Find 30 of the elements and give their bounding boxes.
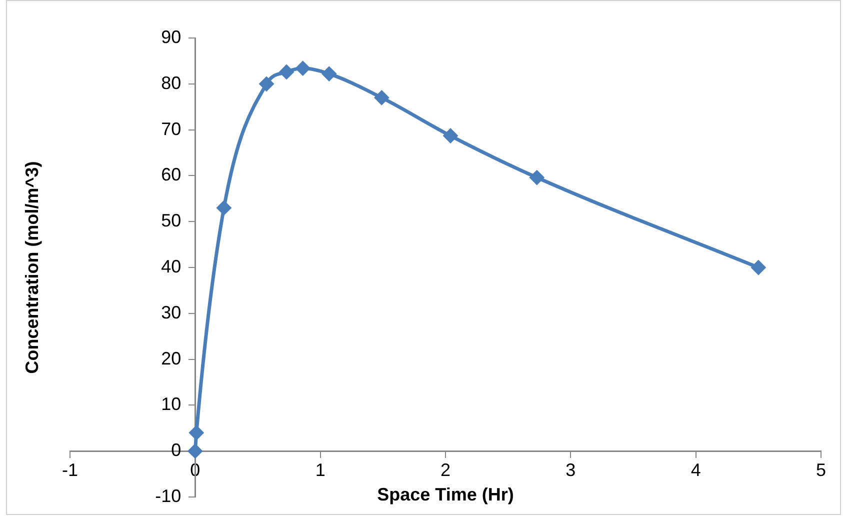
point — [259, 76, 274, 92]
y-tick-label: 90 — [161, 26, 182, 47]
point — [529, 170, 544, 186]
point — [322, 66, 337, 82]
x-tick-label: 2 — [440, 460, 451, 480]
point — [188, 444, 203, 459]
y-axis-title: Concentration (mol/m^3) — [22, 161, 42, 374]
y-tick-label: 60 — [161, 164, 182, 185]
y-tick-label: 0 — [171, 440, 182, 460]
y-tick-label: 30 — [161, 302, 182, 322]
x-tick-label: -1 — [62, 460, 78, 480]
point — [750, 260, 766, 275]
point — [216, 200, 232, 216]
point — [443, 128, 458, 144]
y-tick-label: 40 — [161, 256, 182, 276]
point — [295, 60, 310, 76]
x-tick-label: 5 — [816, 460, 826, 480]
x-tick-label: 1 — [315, 460, 326, 480]
x-tick-label: 4 — [690, 460, 701, 480]
y-tick-label: 20 — [161, 348, 182, 368]
point — [374, 90, 390, 106]
y-tick-label: 80 — [161, 72, 182, 93]
y-tick-label: 10 — [161, 394, 182, 414]
y-tick-label: 50 — [161, 210, 182, 231]
point — [188, 425, 204, 440]
x-tick-label: 3 — [566, 460, 576, 480]
x-axis-title: Space Time (Hr) — [377, 484, 514, 504]
y-tick-label: -10 — [155, 486, 182, 506]
y-tick-label: 70 — [161, 118, 182, 139]
point — [279, 64, 294, 80]
